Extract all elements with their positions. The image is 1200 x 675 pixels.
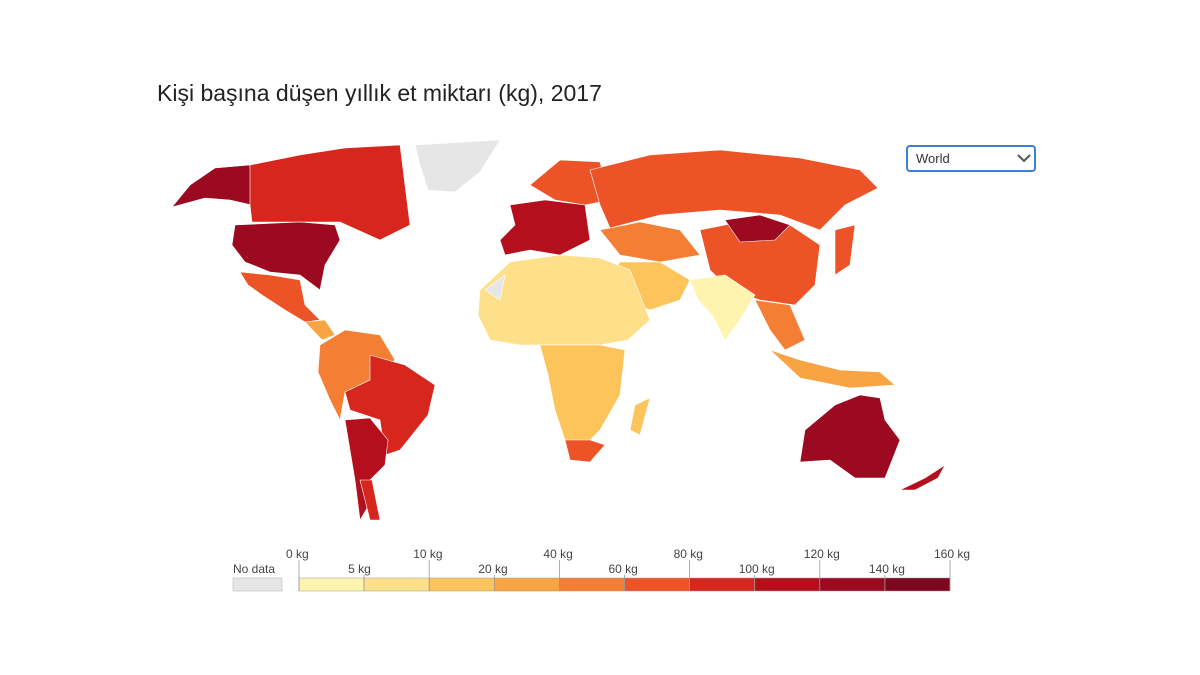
legend-bin — [428, 577, 495, 592]
world-map — [171, 139, 946, 521]
country — [589, 149, 879, 231]
country — [689, 274, 756, 341]
no-data-label: No data — [233, 562, 275, 576]
legend-tick-label: 140 kg — [869, 562, 905, 576]
country — [629, 397, 651, 436]
legend-tick-label: 40 kg — [543, 547, 572, 561]
legend-bin — [298, 577, 365, 592]
legend-bin — [363, 577, 430, 592]
legend-tick-label: 120 kg — [804, 547, 840, 561]
country — [249, 144, 411, 241]
country — [564, 439, 606, 463]
country — [359, 479, 381, 521]
country — [477, 254, 651, 346]
legend-tick-label: 100 kg — [739, 562, 775, 576]
country — [539, 344, 626, 446]
legend-bin — [819, 577, 886, 592]
country — [724, 214, 791, 243]
country — [799, 394, 901, 479]
country — [484, 274, 506, 301]
country — [304, 319, 336, 341]
legend-bin — [624, 577, 690, 592]
legend-tick-label: 60 kg — [609, 562, 638, 576]
dropdown-chevron[interactable] — [1017, 154, 1031, 163]
legend-bin — [689, 577, 755, 592]
legend-tick-label: 80 kg — [674, 547, 703, 561]
legend-bin — [754, 577, 821, 592]
legend-tick-label: 5 kg — [348, 562, 371, 576]
legend-bin — [494, 577, 560, 592]
country — [231, 221, 341, 291]
country — [769, 349, 896, 389]
country — [499, 199, 591, 256]
legend-bin — [559, 577, 625, 592]
title: Kişi başına düşen yıllık et miktarı (kg)… — [157, 80, 602, 106]
legend: No data 0 kg 5 kg 10 kg 20 kg 40 kg 60 kg 80 k… — [232, 547, 970, 592]
legend-tick-label: 10 kg — [413, 547, 442, 561]
legend-bin — [884, 577, 951, 592]
country — [834, 224, 856, 276]
country — [171, 164, 253, 208]
legend-tick-label: 160 kg — [934, 547, 970, 561]
country — [414, 139, 501, 193]
legend-tick-label: 0 kg — [286, 547, 309, 561]
dropdown-label[interactable]: World — [916, 151, 950, 166]
country — [899, 464, 946, 491]
no-data-swatch — [232, 577, 283, 592]
country — [599, 221, 701, 263]
dropdown-box[interactable] — [906, 145, 1036, 172]
region-selector[interactable]: World — [906, 145, 1036, 172]
legend-tick-label: 20 kg — [478, 562, 507, 576]
country — [754, 299, 806, 351]
